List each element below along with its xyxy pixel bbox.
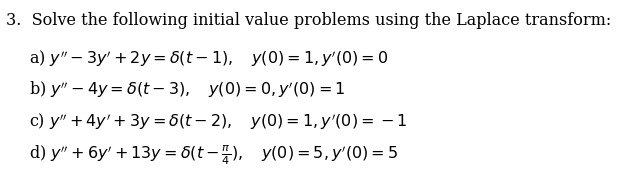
Text: b) $y'' - 4y = \delta(t-3), \quad y(0) = 0, y'(0) = 1$: b) $y'' - 4y = \delta(t-3), \quad y(0) =… — [30, 80, 346, 101]
Text: a) $y'' - 3y' + 2y = \delta(t-1), \quad y(0) = 1, y'(0) = 0$: a) $y'' - 3y' + 2y = \delta(t-1), \quad … — [30, 49, 389, 69]
Text: c) $y'' + 4y' + 3y = \delta(t-2), \quad y(0) = 1, y'(0) = -1$: c) $y'' + 4y' + 3y = \delta(t-2), \quad … — [30, 112, 408, 132]
Text: d) $y'' + 6y' + 13y = \delta(t - \frac{\pi}{4}), \quad y(0) = 5, y'(0) = 5$: d) $y'' + 6y' + 13y = \delta(t - \frac{\… — [30, 143, 399, 167]
Text: 3.  Solve the following initial value problems using the Laplace transform:: 3. Solve the following initial value pro… — [6, 12, 611, 29]
